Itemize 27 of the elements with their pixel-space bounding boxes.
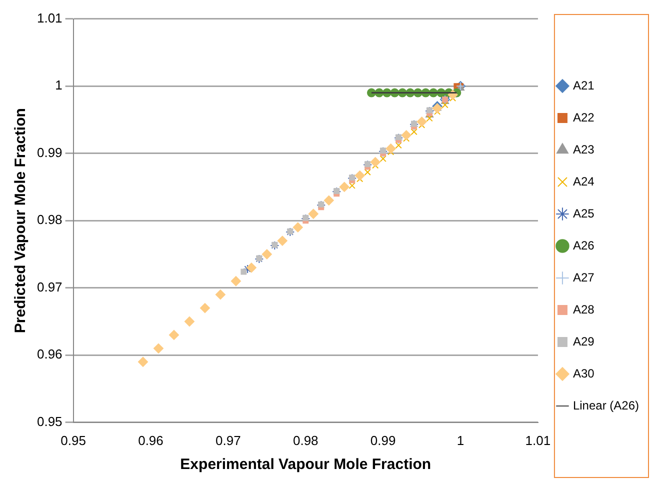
y-tick-label: 0.95: [36, 414, 62, 429]
y-tick-label: 0.97: [36, 279, 62, 294]
y-tick-label: 0.98: [36, 212, 62, 228]
y-tick-label: 0.99: [36, 144, 62, 160]
legend-label: A25: [572, 206, 595, 220]
legend-label: A30: [572, 366, 595, 380]
legend-label: A24: [572, 174, 595, 188]
x-tick-label: 0.97: [216, 432, 241, 448]
legend-label: A29: [572, 334, 595, 348]
legend-label: A21: [572, 78, 595, 92]
x-tick-label: 0.96: [138, 432, 164, 448]
x-tick-label: 0.99: [370, 432, 396, 448]
x-tick-label: 0.95: [60, 432, 86, 448]
x-tick-label: 1: [456, 432, 464, 448]
legend-label: A23: [572, 142, 595, 156]
y-tick-label: 1: [55, 78, 62, 93]
x-tick-label: 0.98: [292, 432, 318, 448]
x-axis-title: Experimental Vapour Mole Fraction: [180, 456, 432, 474]
legend-label: A28: [572, 302, 595, 316]
legend-label: A22: [572, 110, 595, 124]
y-tick-label: 0.96: [36, 346, 62, 362]
legend-label: A26: [572, 238, 595, 252]
y-tick-label: 1.01: [36, 10, 62, 26]
y-axis-title: Predicted Vapour Mole Fraction: [12, 108, 30, 334]
legend-label: Linear (A26): [572, 398, 640, 412]
x-tick-label: 1.01: [525, 432, 551, 448]
legend-label: A27: [572, 270, 595, 284]
